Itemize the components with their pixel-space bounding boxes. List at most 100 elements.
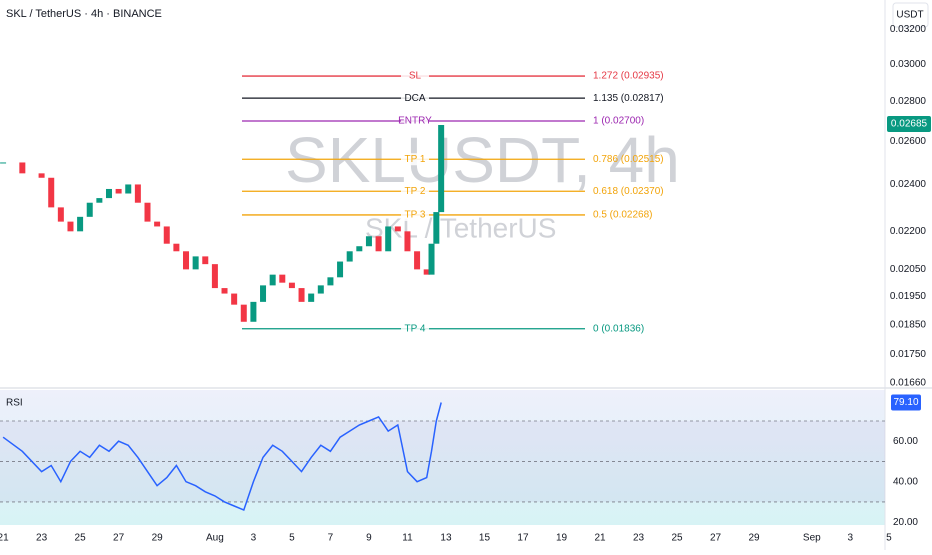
candle: [308, 293, 315, 302]
x-tick-label: 19: [556, 533, 568, 544]
y-tick-label: 0.01950: [890, 291, 927, 302]
x-tick-label: 5: [289, 533, 295, 544]
candle: [288, 282, 295, 289]
y-tick-label: 40.00: [893, 476, 918, 487]
chart-title: SKL / TetherUS · 4h · BINANCE: [6, 8, 162, 20]
candle: [202, 256, 209, 265]
candle: [183, 251, 190, 270]
candle: [0, 162, 7, 164]
candle: [57, 207, 64, 222]
x-tick-label: 27: [710, 533, 722, 544]
candle: [154, 221, 161, 227]
x-tick-label: Aug: [206, 533, 224, 544]
candle: [346, 251, 353, 262]
x-tick-label: 13: [440, 533, 452, 544]
currency: USDT: [896, 10, 923, 21]
x-tick-label: 29: [152, 533, 164, 544]
last-price: 0.02685: [891, 119, 928, 130]
y-tick-label: 60.00: [893, 436, 918, 447]
level-label: 1 (0.02700): [593, 116, 644, 127]
candle: [269, 274, 276, 286]
candle: [67, 221, 74, 232]
candle: [134, 184, 141, 203]
x-tick-label: Sep: [803, 533, 821, 544]
rsi-band: [0, 420, 885, 502]
candle: [317, 285, 324, 294]
level-name: ENTRY: [398, 116, 432, 127]
level-label: 0.618 (0.02370): [593, 186, 664, 197]
y-tick-label: 0.02050: [890, 264, 927, 275]
y-tick-label: 0.01850: [890, 319, 927, 330]
candle: [250, 301, 257, 322]
candle: [298, 288, 305, 302]
x-tick-label: 21: [594, 533, 606, 544]
x-tick-label: 7: [328, 533, 334, 544]
watermark: SKLUSDT, 4h: [285, 124, 680, 196]
y-tick-label: 0.03200: [890, 24, 927, 35]
candle: [240, 304, 247, 322]
y-tick-label: 0.02400: [890, 179, 927, 190]
y-tick-label: 0.02600: [890, 136, 927, 147]
level-label: 1.272 (0.02935): [593, 71, 664, 82]
x-tick-label: 3: [848, 533, 854, 544]
level-name: TP 3: [405, 210, 426, 221]
y-tick-label: 0.02200: [890, 226, 927, 237]
candle: [221, 288, 228, 294]
candle: [192, 256, 199, 270]
candle: [365, 236, 372, 247]
candle: [19, 162, 26, 174]
level-label-bg: [401, 185, 429, 198]
watermark-sub: SKL / TetherUS: [365, 212, 556, 243]
candle: [327, 277, 334, 286]
candle: [438, 125, 445, 213]
y-tick-label: 0.01750: [890, 349, 927, 360]
level-label: 0.786 (0.02515): [593, 154, 664, 165]
level-label-bg: [401, 153, 429, 166]
rsi-value: 79.10: [893, 397, 918, 408]
candle: [433, 212, 440, 244]
candle: [163, 226, 170, 244]
x-tick-label: 23: [36, 533, 48, 544]
candle: [375, 236, 382, 252]
candle: [48, 177, 55, 208]
x-tick-label: 23: [633, 533, 645, 544]
y-tick-label: 0.01660: [890, 378, 927, 389]
last-price-box: [887, 116, 931, 133]
level-name: TP 2: [405, 186, 426, 197]
candle: [173, 243, 180, 252]
candle: [423, 269, 430, 275]
candle: [385, 226, 392, 252]
level-label-bg: [401, 322, 429, 335]
candle: [96, 198, 103, 203]
x-tick-label: 5: [886, 533, 892, 544]
candle: [260, 285, 267, 302]
x-tick-label: 25: [671, 533, 683, 544]
y-tick-label: 20.00: [893, 517, 918, 528]
x-tick-label: 3: [251, 533, 257, 544]
currency-box: [892, 2, 929, 28]
rsi-value-box: [891, 394, 921, 411]
candle: [428, 243, 435, 275]
candle: [356, 246, 363, 252]
candle: [279, 274, 286, 283]
rsi-background: [0, 390, 885, 525]
x-tick-label: 15: [479, 533, 491, 544]
level-label-bg: [401, 115, 429, 128]
rsi-title: RSI: [6, 398, 23, 409]
candle: [144, 202, 151, 222]
candle: [414, 251, 421, 270]
x-tick-label: 29: [748, 533, 760, 544]
candle: [125, 184, 132, 194]
level-label-bg: [401, 70, 429, 83]
level-label: 0.5 (0.02268): [593, 210, 653, 221]
rsi-line: [2, 402, 442, 512]
level-label: 1.135 (0.02817): [593, 93, 664, 104]
candle: [404, 231, 411, 252]
candle: [115, 188, 122, 194]
candle: [38, 173, 45, 178]
level-label-bg: [401, 208, 429, 221]
y-tick-label: 0.02800: [890, 96, 927, 107]
x-tick-label: 17: [517, 533, 529, 544]
candle: [394, 226, 401, 232]
